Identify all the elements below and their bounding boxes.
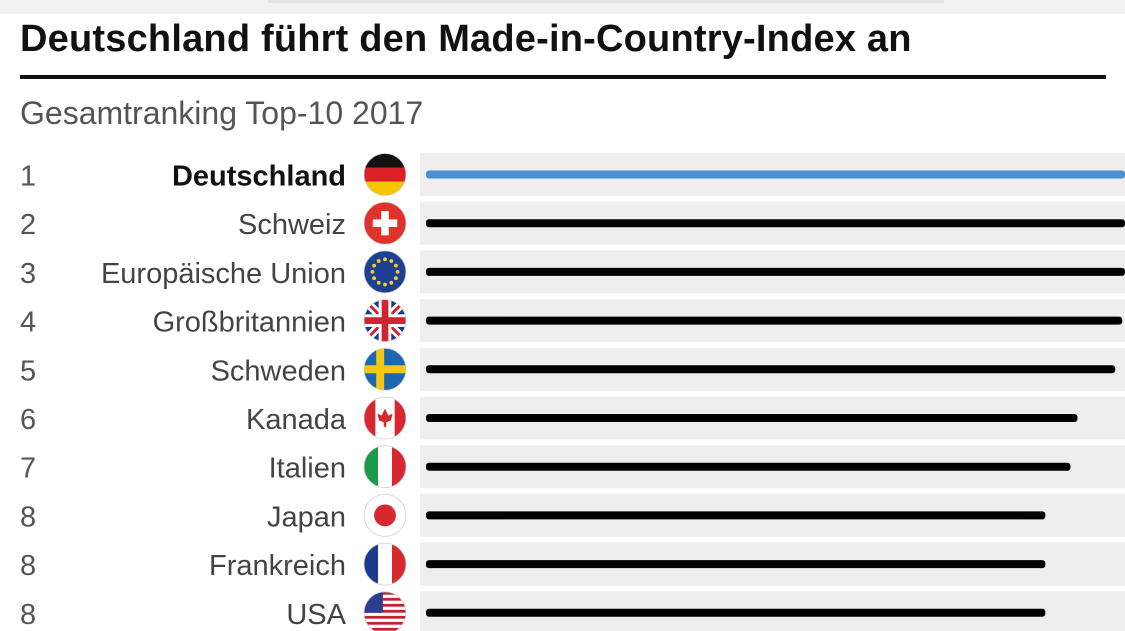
rank-label: 8 (20, 599, 36, 631)
bar (426, 462, 1071, 471)
category-label: Großbritannien (153, 307, 346, 339)
category-label: Schweden (211, 355, 346, 387)
bar-row: 8 USA (20, 591, 1125, 631)
category-label: Europäische Union (101, 258, 346, 290)
category-label: Japan (267, 501, 346, 533)
rank-label: 8 (20, 501, 36, 533)
bar (426, 267, 1125, 276)
category-label: Italien (269, 453, 346, 485)
bar (426, 170, 1125, 179)
bar-row: 2 Schweiz (20, 201, 1125, 245)
rank-label: 5 (20, 355, 36, 387)
title-rule (20, 75, 1106, 79)
rank-label: 8 (20, 550, 36, 582)
rank-label: 7 (20, 453, 36, 485)
bar-row: 8 Frankreich (20, 542, 1125, 586)
top-strip (0, 0, 1125, 14)
bar (426, 365, 1116, 374)
category-label: Frankreich (209, 550, 346, 582)
flag-italy-icon (364, 445, 406, 488)
rank-label: 3 (20, 258, 36, 290)
flag-canada-icon (364, 397, 406, 439)
bar-row: 5 Schweden (20, 347, 1125, 391)
flag-japan-icon (364, 494, 406, 537)
bar (426, 219, 1125, 228)
bar-row: 8 Japan (20, 493, 1125, 537)
flag-uk-icon (364, 299, 406, 342)
bar-row: 7 Italien (20, 445, 1125, 489)
bar-row: 3 Europäische Union (20, 250, 1125, 294)
bar-row: 6 Kanada (20, 396, 1125, 440)
bar-row: 1 Deutschland (20, 153, 1125, 196)
category-label: Deutschland (172, 161, 346, 193)
category-label: Schweiz (238, 209, 346, 241)
category-label: USA (286, 599, 346, 631)
top-strip-bar (268, 0, 944, 3)
flag-france-icon (364, 543, 406, 586)
bar-row: 4 Großbritannien (20, 299, 1125, 343)
chart-title: Deutschland führt den Made-in-Country-In… (20, 18, 912, 60)
rank-label: 2 (20, 209, 36, 241)
bar (426, 608, 1046, 617)
bar (426, 560, 1046, 569)
rank-label: 1 (20, 161, 36, 193)
flag-sweden-icon (364, 348, 406, 391)
bar (426, 511, 1046, 520)
flag-germany-icon (364, 153, 406, 196)
chart-subtitle: Gesamtranking Top-10 2017 (20, 95, 424, 131)
bar (426, 316, 1123, 325)
bar (426, 414, 1078, 422)
flag-eu-icon (364, 250, 406, 293)
flag-usa-icon (364, 591, 406, 631)
flag-switzerland-icon (364, 202, 406, 245)
rank-label: 6 (20, 404, 36, 436)
category-label: Kanada (246, 404, 347, 436)
rank-label: 4 (20, 307, 36, 339)
